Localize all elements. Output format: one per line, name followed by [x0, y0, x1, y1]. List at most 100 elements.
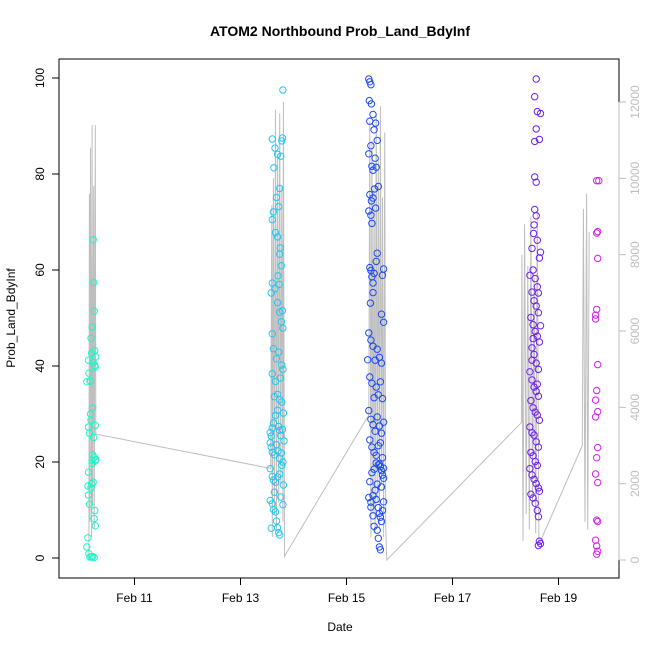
- data-point: [88, 404, 97, 412]
- data-point: [532, 479, 540, 488]
- data-point: [594, 227, 602, 236]
- data-point: [531, 137, 539, 146]
- data-point: [372, 459, 380, 467]
- data-point: [376, 546, 385, 554]
- data-point: [531, 457, 539, 466]
- data-point: [372, 451, 380, 459]
- data-point: [594, 360, 602, 369]
- secondary-tick-label: 10000: [628, 161, 642, 195]
- data-point: [377, 517, 386, 526]
- data-point: [531, 93, 539, 101]
- data-point: [371, 119, 380, 127]
- data-point: [536, 322, 545, 330]
- data-point: [92, 353, 100, 361]
- data-point: [88, 552, 97, 561]
- data-point: [593, 550, 601, 558]
- data-point: [533, 380, 541, 388]
- y-tick-label: 40: [33, 359, 47, 373]
- y-tick-label: 0: [33, 554, 47, 561]
- data-point: [91, 421, 100, 430]
- secondary-tick-label: 2000: [628, 470, 642, 497]
- data-point: [530, 475, 538, 483]
- data-point: [90, 433, 98, 442]
- series-3: [526, 75, 545, 550]
- series-1: [266, 86, 288, 539]
- data-point: [594, 443, 602, 452]
- data-point: [83, 543, 91, 551]
- data-point: [278, 361, 286, 369]
- data-point: [84, 468, 93, 476]
- data-point: [365, 207, 373, 215]
- data-point: [593, 177, 601, 185]
- data-point: [374, 534, 382, 542]
- x-axis-label: Date: [327, 620, 353, 634]
- y-tick-label: 100: [33, 68, 47, 88]
- x-tick-label: Feb 17: [434, 591, 472, 605]
- secondary-tick-label: 6000: [628, 317, 642, 344]
- y-tick-label: 80: [33, 167, 47, 181]
- x-tick-label: Feb 11: [116, 591, 153, 605]
- data-point: [535, 416, 544, 424]
- data-point: [271, 377, 280, 386]
- data-point: [278, 137, 286, 145]
- data-point: [365, 493, 373, 502]
- data-point: [530, 431, 538, 439]
- data-point: [271, 228, 280, 237]
- data-point: [278, 461, 286, 470]
- x-tick-label: Feb 13: [222, 591, 260, 605]
- data-point: [279, 409, 288, 417]
- series-0: [83, 236, 100, 562]
- data-point: [370, 269, 378, 278]
- bottom-axis: Feb 11 Feb 13 Feb 15 Feb 17 Feb 19: [116, 577, 578, 605]
- data-point: [534, 443, 543, 451]
- data-point: [268, 215, 276, 224]
- data-point: [268, 370, 276, 378]
- data-point: [271, 144, 279, 152]
- data-point: [275, 280, 283, 289]
- data-point: [373, 249, 381, 257]
- data-point: [379, 464, 388, 472]
- data-point: [379, 498, 388, 506]
- data-point: [278, 398, 286, 406]
- data-point: [378, 454, 387, 462]
- data-point: [532, 75, 540, 83]
- data-point: [372, 383, 380, 391]
- data-point: [367, 503, 375, 511]
- data-point: [526, 271, 534, 279]
- data-point: [268, 330, 276, 338]
- data-point: [364, 356, 372, 364]
- data-point: [269, 419, 278, 427]
- data-point: [526, 465, 534, 473]
- data-point: [279, 86, 287, 94]
- data-point: [594, 254, 602, 263]
- data-point: [85, 500, 94, 508]
- data-point: [369, 512, 377, 520]
- data-point: [374, 182, 382, 191]
- data-point: [533, 236, 541, 244]
- x-tick-label: Feb 19: [540, 591, 578, 605]
- data-point: [266, 465, 274, 473]
- data-point: [532, 125, 540, 133]
- data-point: [367, 81, 375, 89]
- data-point: [529, 266, 537, 274]
- data-point: [532, 302, 540, 310]
- data-point: [371, 154, 379, 162]
- data-point: [269, 505, 278, 514]
- data-point: [595, 177, 603, 185]
- data-point: [268, 500, 276, 508]
- data-point: [90, 553, 98, 562]
- left-axis: 0 20 40 60 80 100: [33, 68, 60, 561]
- data-point: [87, 416, 95, 424]
- x-tick-label: Feb 15: [328, 591, 366, 605]
- data-point: [527, 490, 535, 498]
- data-point: [270, 488, 279, 496]
- data-point: [373, 345, 381, 353]
- points-group: [83, 75, 603, 562]
- series-2: [364, 75, 388, 554]
- data-point: [91, 522, 100, 530]
- data-point: [270, 451, 279, 459]
- data-point: [279, 365, 287, 374]
- data-point: [531, 173, 539, 181]
- data-point: [531, 274, 539, 283]
